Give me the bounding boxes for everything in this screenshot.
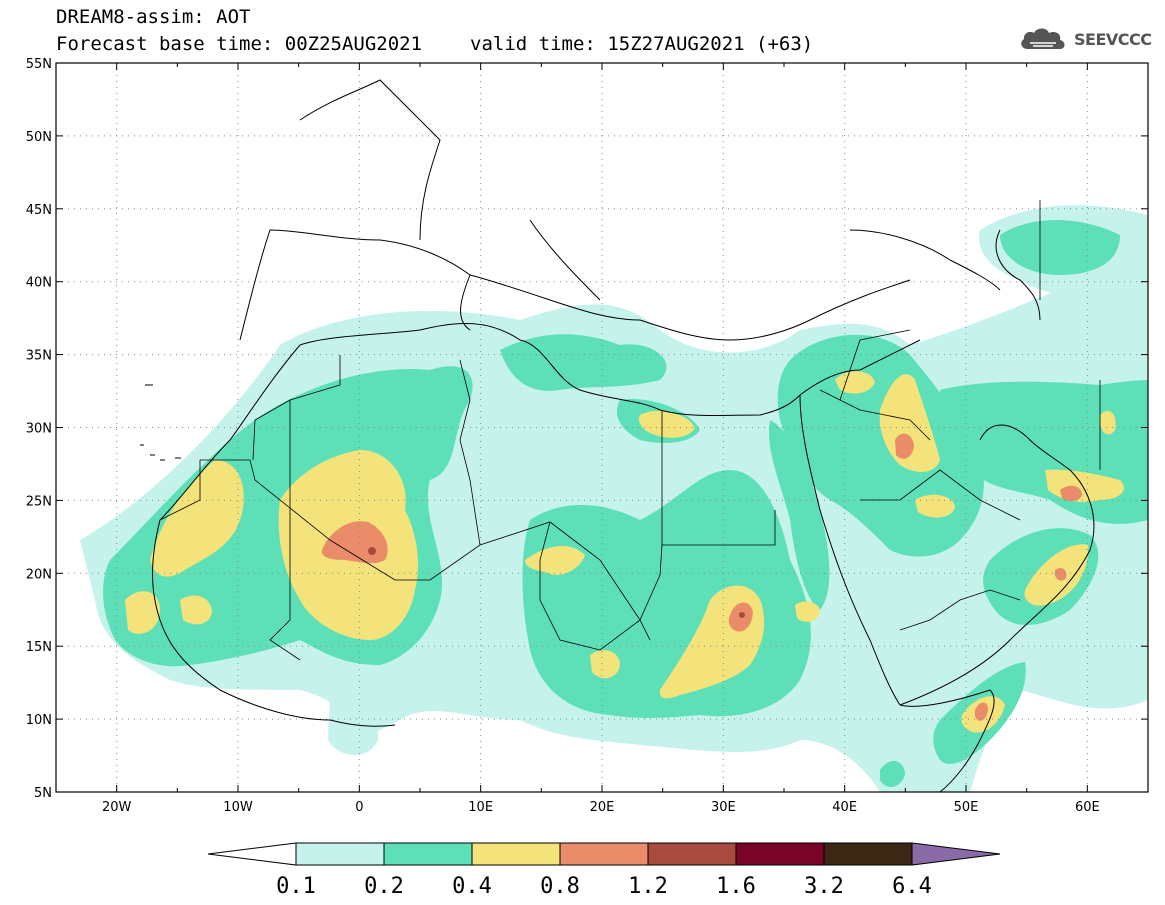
lat-tick-label: 25N	[26, 494, 52, 509]
lon-tick-label: 40E	[832, 800, 857, 815]
lon-tick-label: 30E	[711, 800, 736, 815]
lat-tick-label: 30N	[26, 422, 52, 437]
colorbar-swatch	[735, 842, 825, 866]
lat-tick-label: 15N	[26, 640, 52, 655]
colorbar: 0.1 0.2 0.4 0.8 1.2 1.6 3.2 6.4	[207, 842, 1001, 899]
colorbar-label: 0.2	[364, 874, 404, 899]
lat-tick-label: 20N	[26, 567, 52, 582]
lon-tick-label: 20W	[102, 800, 132, 815]
lon-tick-label: 50E	[954, 800, 979, 815]
lon-tick-label: 20E	[590, 800, 615, 815]
aot-level-1.2	[368, 547, 745, 618]
colorbar-over-arrow	[911, 842, 1001, 866]
colorbar-label: 1.6	[716, 874, 756, 899]
coastlines	[140, 79, 1095, 792]
lat-tick-label: 50N	[26, 130, 52, 145]
lat-tick-label: 40N	[26, 276, 52, 291]
colorbar-swatch	[559, 842, 649, 866]
colorbar-label: 6.4	[892, 874, 932, 899]
colorbar-under-arrow	[207, 842, 297, 866]
time-info: Forecast base time: 00Z25AUG2021 valid ti…	[56, 33, 813, 55]
lat-tick-label: 45N	[26, 203, 52, 218]
lon-tick-label: 60E	[1075, 800, 1100, 815]
colorbar-label: 0.8	[540, 874, 580, 899]
lat-tick-label: 10N	[26, 713, 52, 728]
colorbar-swatch	[383, 842, 473, 866]
colorbar-swatch	[823, 842, 913, 866]
seevccc-logo: SEEVCCC	[1018, 24, 1152, 54]
lon-tick-label: 10E	[468, 800, 493, 815]
lon-tick-label: 0	[355, 800, 363, 815]
lon-tick-label: 10W	[223, 800, 253, 815]
logo-text: SEEVCCC	[1074, 29, 1152, 49]
graticule	[56, 63, 1148, 792]
axis-ticks: 20W 10W 0 10E 20E 30E 40E 50E 60E 5N 10N 15N 20N 25N 3…	[26, 57, 1149, 815]
valid-time: valid time: 15Z27AUG2021 (+63)	[470, 33, 814, 55]
colorbar-label: 0.4	[452, 874, 492, 899]
borders	[159, 200, 1101, 661]
cloud-icon	[1021, 28, 1065, 49]
lat-tick-label: 55N	[26, 57, 52, 72]
colorbar-swatch	[471, 842, 561, 866]
colorbar-label: 0.1	[276, 874, 316, 899]
colorbar-label: 3.2	[804, 874, 844, 899]
model-title: DREAM8-assim: AOT	[56, 6, 251, 28]
lat-tick-label: 5N	[34, 786, 52, 801]
colorbar-label: 1.2	[628, 874, 668, 899]
colorbar-swatch	[295, 842, 385, 866]
colorbar-swatch	[647, 842, 737, 866]
base-time: Forecast base time: 00Z25AUG2021	[56, 33, 423, 55]
lat-tick-label: 35N	[26, 349, 52, 364]
